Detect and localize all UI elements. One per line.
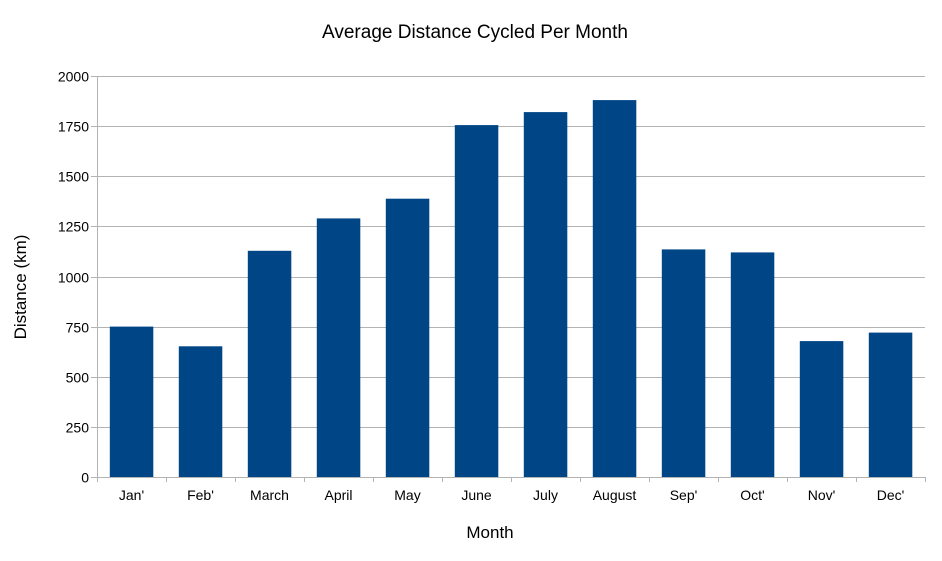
bar-nov [799,341,844,477]
bar-june [454,125,499,477]
y-tick-label: 1000 [58,270,89,286]
x-tick-label: Sep' [670,487,698,503]
y-tick-label: 0 [81,470,89,486]
bar-feb [178,346,223,477]
x-tick-label: March [250,487,289,503]
bar-march [247,250,292,477]
x-tick-label: Oct' [740,487,764,503]
bar-july [523,112,568,477]
y-tick-label: 1250 [58,219,89,235]
y-tick-label: 2000 [58,69,89,85]
x-tick-label: August [593,487,637,503]
bar-august [592,100,637,477]
x-tick-label: Nov' [808,487,836,503]
bars [109,100,913,477]
y-tick-label: 1500 [58,169,89,185]
bar-april [316,218,361,477]
bar-dec [868,332,913,477]
bar-jan [109,326,154,477]
bar-may [385,198,430,477]
x-tick-label: Jan' [119,487,144,503]
y-tick-labels: 0 250 500 750 1000 1250 1500 1750 2000 [58,69,89,486]
x-tick-labels: Jan' Feb' March April May June July August Sep' O… [119,487,904,503]
x-tick-label: July [533,487,558,503]
y-tick-label: 250 [66,420,90,436]
y-axis-title: Distance (km) [11,235,30,340]
gridlines [91,76,925,478]
x-tick-label: June [461,487,492,503]
x-tick-label: April [324,487,352,503]
y-tick-label: 500 [66,370,90,386]
chart-title: Average Distance Cycled Per Month [322,22,628,43]
bar-sep [661,249,706,477]
x-tick-label: May [394,487,420,503]
x-axis-title: Month [466,523,513,542]
x-tick-label: Dec' [877,487,905,503]
y-tick-label: 1750 [58,119,89,135]
y-tick-label: 750 [66,320,90,336]
bar-oct [730,252,775,477]
axes [97,76,926,482]
x-tick-label: Feb' [187,487,214,503]
